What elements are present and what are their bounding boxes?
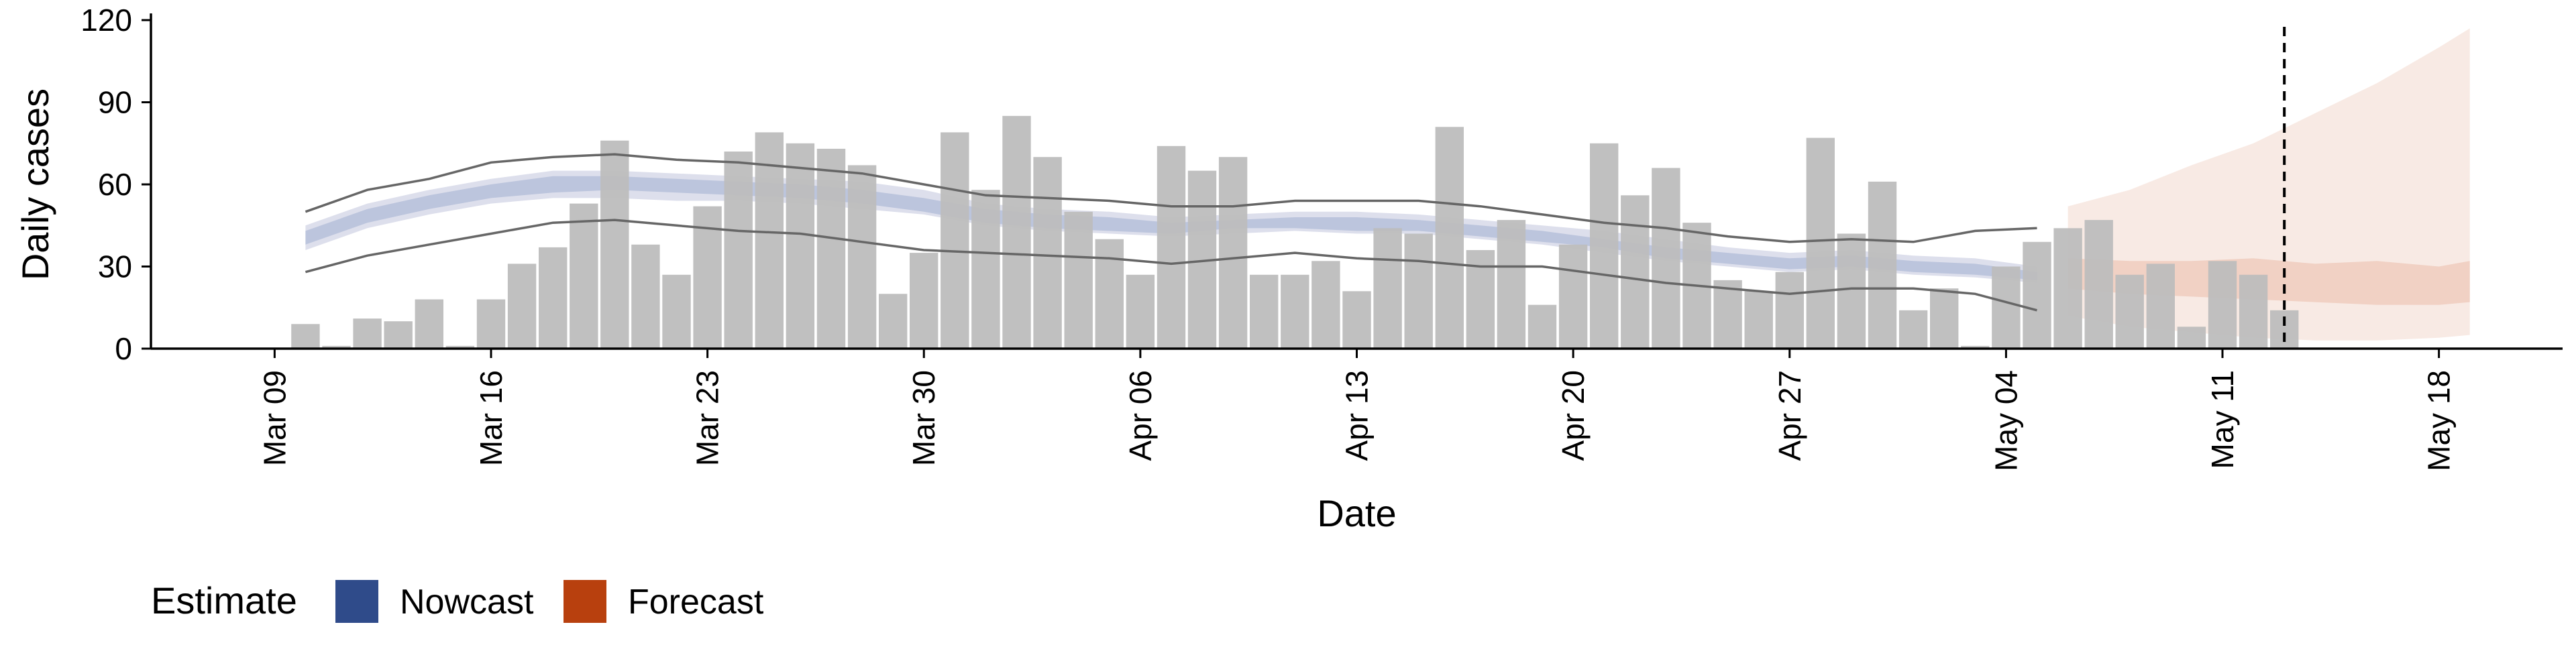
y-axis-title: Daily cases [14,89,56,280]
case-bar [1497,220,1526,349]
case-bar [631,244,660,349]
case-bar [539,247,568,349]
case-bar [816,148,846,349]
case-bar [1281,274,1309,349]
case-bar [2084,220,2113,349]
case-bar [1033,157,1062,349]
x-tick-label: Apr 20 [1556,370,1591,461]
y-tick-label: 120 [80,3,132,38]
y-tick-label: 90 [98,85,132,120]
case-bar [1527,304,1557,349]
case-bar [1868,181,1897,349]
case-bar [2146,263,2175,349]
case-bar [786,143,815,349]
case-bar [2239,274,2268,349]
case-bar [353,318,382,349]
case-bar [600,140,629,349]
x-tick-label: Mar 23 [690,370,725,466]
x-tick-label: May 04 [1988,370,2023,471]
x-tick-label: Apr 13 [1340,370,1375,461]
x-tick-label: Apr 27 [1772,370,1807,461]
case-bar [1157,145,1186,349]
case-bar [1837,233,1866,349]
case-bar [1218,157,1248,349]
case-bar [941,132,969,349]
upper-bound-line [305,153,2037,243]
case-bar [2270,310,2299,349]
case-bar [507,263,537,349]
case-bar [2208,261,2237,349]
case-bar [1311,261,1340,349]
case-bar [415,299,443,349]
case-bar [2023,241,2051,349]
case-bar [1002,115,1031,349]
case-bar [1404,233,1433,349]
case-bar [1898,310,1928,349]
case-bar [971,190,1000,349]
case-bar [755,132,784,349]
x-tick-label: Mar 09 [257,370,292,466]
case-bar [847,165,877,349]
legend-label-nowcast: Nowcast [400,583,534,622]
bound-lines-layer [305,27,2286,349]
case-bar [2053,228,2082,349]
legend-label-forecast: Forecast [628,583,764,622]
x-tick-label: May 18 [2422,370,2457,471]
x-axis-title: Date [1317,492,1396,534]
case-bar [1621,195,1650,349]
legend-title: Estimate [151,579,297,622]
case-bar [1930,288,1959,349]
x-tick-label: May 11 [2205,370,2240,469]
legend: Estimate Nowcast Forecast [151,579,764,623]
case-bar [2177,327,2206,349]
case-bar [662,274,691,349]
case-bar [1775,272,1804,349]
case-bar [1250,274,1279,349]
case-bar [2115,274,2144,349]
case-bar [1435,127,1464,349]
legend-swatch-forecast [564,580,606,623]
case-bar [1558,244,1588,349]
x-tick-label: Apr 06 [1123,370,1158,461]
case-bar [724,152,753,349]
x-tick-label: Mar 30 [906,370,941,466]
case-bar [1713,280,1742,349]
case-bar [1126,274,1155,349]
legend-swatch-nowcast [335,580,378,623]
case-bar [1961,345,1990,349]
case-bar [445,345,475,349]
case-bar [384,321,413,349]
case-bar [570,203,598,349]
case-bar [1806,137,1835,349]
y-tick-label: 30 [98,249,132,284]
case-bar [1652,168,1680,349]
case-bar [322,345,351,349]
y-tick-label: 0 [115,331,132,366]
case-bar [1064,211,1093,349]
case-bar [476,299,506,349]
case-bar [879,294,908,349]
x-tick-label: Mar 16 [474,370,508,466]
case-bar [1373,228,1402,349]
case-bar [291,324,320,349]
y-tick-label: 60 [98,167,132,202]
case-bar [910,253,938,349]
case-bar [1744,291,1773,349]
lower-bound-line [305,219,2037,312]
axes-layer: 0 30 60 90 120 Mar 09 Mar 16 Mar 23 Mar 30 Apr 06… [14,3,2563,534]
case-bar [1590,143,1619,349]
case-bar [1342,291,1371,349]
case-bar [1992,266,2021,349]
case-bar [1095,239,1124,349]
bars-layer [291,115,2299,349]
